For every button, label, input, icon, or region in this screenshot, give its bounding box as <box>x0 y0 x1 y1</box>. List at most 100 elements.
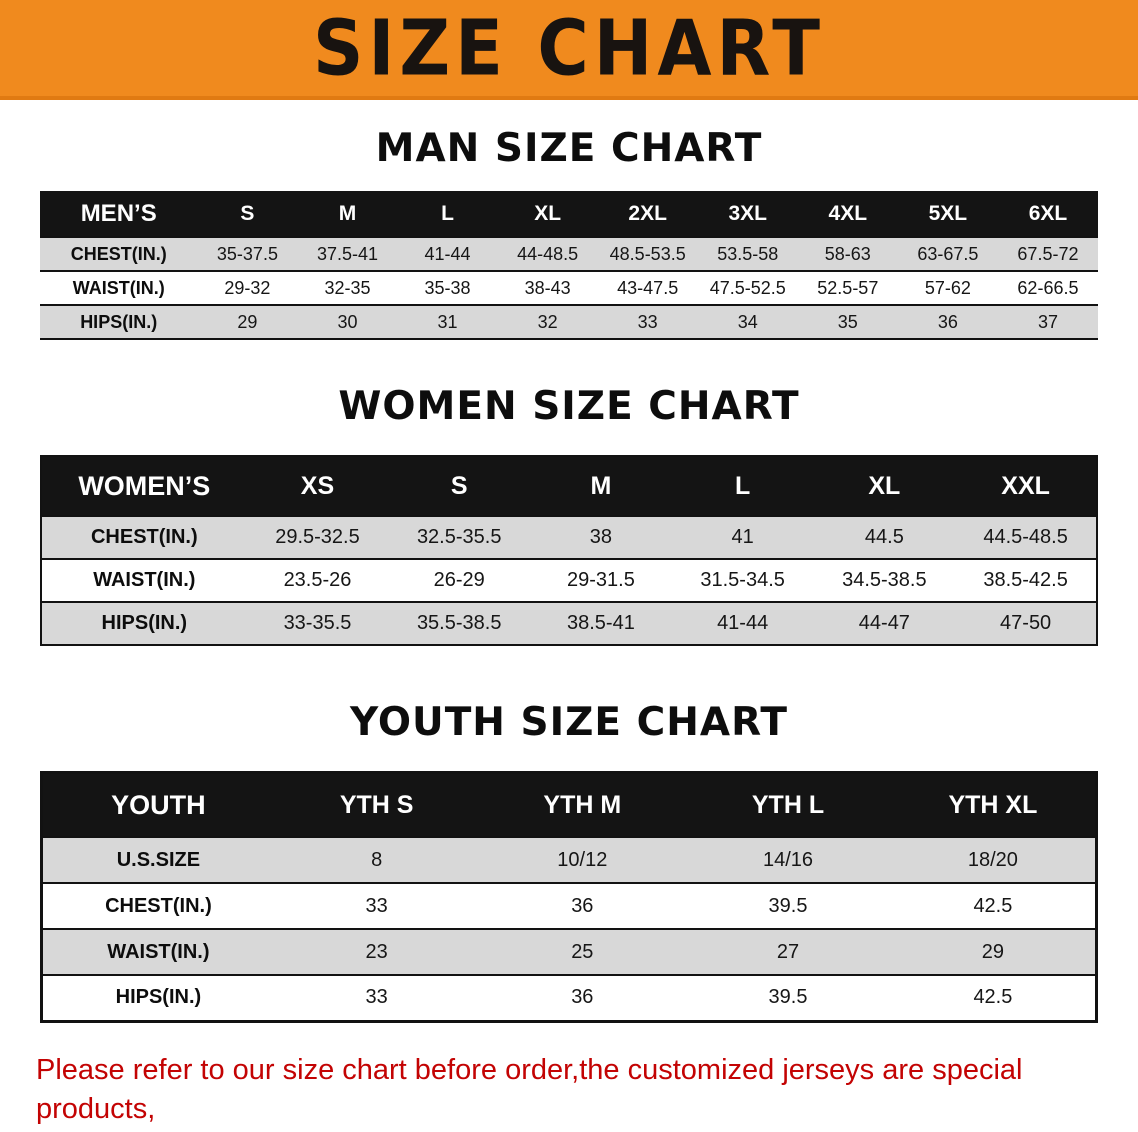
size-column-header: XXL <box>955 456 1097 516</box>
table-cell: 33 <box>637 311 658 332</box>
size-column-header: 5XL <box>897 191 998 237</box>
table-cell: 14/16 <box>762 848 814 871</box>
page-title: SIZE CHART <box>312 2 826 94</box>
table-cell: 38.5-41 <box>567 612 635 634</box>
table-cell: 39.5 <box>768 894 808 917</box>
table-cell: 39.5 <box>768 986 808 1009</box>
table-cell: 38 <box>589 526 613 548</box>
row-label: CHEST(IN.) <box>105 894 212 917</box>
table-cell: 27 <box>776 940 800 963</box>
table-cell: 35-37.5 <box>216 243 278 264</box>
size-column-header: YTH M <box>479 772 686 837</box>
table-cell: 58-63 <box>824 243 871 264</box>
size-column-header: XL <box>813 456 956 516</box>
table-cell: 38-43 <box>524 277 571 298</box>
table-cell: 34.5-38.5 <box>842 569 927 591</box>
table-cell: 62-66.5 <box>1017 277 1079 298</box>
table-cell: 44-48.5 <box>517 243 579 264</box>
table-cell: 57-62 <box>924 277 971 298</box>
table-cell: 63-67.5 <box>917 243 979 264</box>
row-label: HIPS(IN.) <box>101 612 188 634</box>
table-cell: 29 <box>237 311 258 332</box>
table-header-row: WOMEN’S XS S M L XL XXL <box>41 456 1097 516</box>
table-cell: 42.5 <box>973 986 1013 1009</box>
youth-size-table: YOUTH YTH S YTH M YTH L YTH XL U.S.SIZE 8 10/12… <box>40 771 1098 1023</box>
size-column-header: S <box>388 456 531 516</box>
row-label: HIPS(IN.) <box>115 986 202 1009</box>
table-cell: 37 <box>1037 311 1058 332</box>
table-row: WAIST(IN.) 23.5-26 26-29 29-31.5 31.5-34.5 34… <box>41 559 1097 602</box>
women-size-chart-title: WOMEN SIZE CHART <box>338 384 800 429</box>
row-label: WAIST(IN.) <box>93 569 196 591</box>
womens-size-table: WOMEN’S XS S M L XL XXL CHEST(IN.) 29.5-32.5 32.5… <box>40 455 1098 646</box>
table-cell: 25 <box>571 940 594 963</box>
table-cell: 23.5-26 <box>283 569 352 591</box>
table-cell: 33-35.5 <box>283 612 352 634</box>
table-cell: 35 <box>837 311 858 332</box>
table-row: HIPS(IN.) 33-35.5 35.5-38.5 38.5-41 41-44 44-… <box>41 602 1097 645</box>
size-column-header: YTH L <box>685 772 891 837</box>
size-column-header: 6XL <box>997 191 1098 237</box>
table-row: WAIST(IN.) 29-32 32-35 35-38 38-43 43-47.5 47.… <box>40 271 1098 305</box>
table-cell: 38.5-42.5 <box>983 569 1068 591</box>
youth-size-chart-title: YOUTH SIZE CHART <box>350 700 788 745</box>
table-corner-label: YOUTH <box>41 772 274 837</box>
table-cell: 41-44 <box>717 612 769 634</box>
size-column-header: L <box>671 456 814 516</box>
table-cell: 23 <box>365 940 388 963</box>
table-cell: 41 <box>731 526 754 548</box>
disclaimer-note: Please refer to our size chart before or… <box>36 1051 1102 1132</box>
table-cell: 26-29 <box>433 569 485 591</box>
row-label: WAIST(IN.) <box>72 277 165 298</box>
table-cell: 32-35 <box>324 277 371 298</box>
table-row: U.S.SIZE 8 10/12 14/16 18/20 <box>41 837 1097 883</box>
row-label: CHEST(IN.) <box>90 526 198 548</box>
man-size-chart-title: MAN SIZE CHART <box>375 126 763 171</box>
table-header-row: YOUTH YTH S YTH M YTH L YTH XL <box>41 772 1097 837</box>
table-cell: 32 <box>537 311 558 332</box>
table-cell: 29-31.5 <box>567 569 635 591</box>
table-header-row: MEN’S S M L XL 2XL 3XL 4XL 5XL 6XL <box>40 191 1098 237</box>
table-cell: 33 <box>365 894 388 917</box>
womens-size-table-container: WOMEN’S XS S M L XL XXL CHEST(IN.) 29.5-32.5 32.5… <box>40 455 1098 646</box>
row-label: U.S.SIZE <box>116 848 201 871</box>
table-cell: 44-47 <box>858 612 910 634</box>
table-cell: 33 <box>365 986 388 1009</box>
size-column-header: XS <box>246 456 389 516</box>
size-column-header: 4XL <box>797 191 898 237</box>
table-cell: 48.5-53.5 <box>609 243 686 264</box>
table-cell: 35.5-38.5 <box>416 612 502 634</box>
size-column-header: 2XL <box>597 191 698 237</box>
table-row: CHEST(IN.) 33 36 39.5 42.5 <box>41 883 1097 929</box>
row-label: WAIST(IN.) <box>107 940 210 963</box>
table-cell: 41-44 <box>424 243 471 264</box>
table-cell: 29.5-32.5 <box>275 526 360 548</box>
table-row: HIPS(IN.) 33 36 39.5 42.5 <box>41 975 1097 1021</box>
mens-size-table: MEN’S S M L XL 2XL 3XL 4XL 5XL 6XL CHEST(IN.) 35-37… <box>40 191 1098 340</box>
size-column-header: M <box>297 191 398 237</box>
table-cell: 36 <box>571 894 594 917</box>
youth-size-table-container: YOUTH YTH S YTH M YTH L YTH XL U.S.SIZE 8 10/12… <box>40 771 1098 1023</box>
table-cell: 29 <box>981 940 1005 963</box>
table-cell: 30 <box>337 311 358 332</box>
size-column-header: XL <box>497 191 598 237</box>
disclaimer-line: Please refer to our size chart before or… <box>36 1053 1023 1125</box>
table-cell: 52.5-57 <box>817 277 879 298</box>
size-column-header: L <box>397 191 498 237</box>
size-column-header: 3XL <box>697 191 798 237</box>
table-cell: 36 <box>937 311 958 332</box>
table-cell: 29-32 <box>224 277 271 298</box>
table-cell: 18/20 <box>967 848 1018 871</box>
table-cell: 53.5-58 <box>717 243 779 264</box>
table-cell: 31 <box>437 311 458 332</box>
table-cell: 44.5-48.5 <box>983 526 1068 548</box>
table-row: HIPS(IN.) 29 30 31 32 33 34 35 36 37 <box>40 305 1098 339</box>
size-column-header: YTH S <box>273 772 480 837</box>
size-column-header: S <box>197 191 298 237</box>
table-cell: 47.5-52.5 <box>709 277 786 298</box>
row-label: HIPS(IN.) <box>80 311 158 332</box>
row-label: CHEST(IN.) <box>70 243 167 264</box>
table-cell: 10/12 <box>557 848 608 871</box>
table-cell: 8 <box>371 848 383 871</box>
